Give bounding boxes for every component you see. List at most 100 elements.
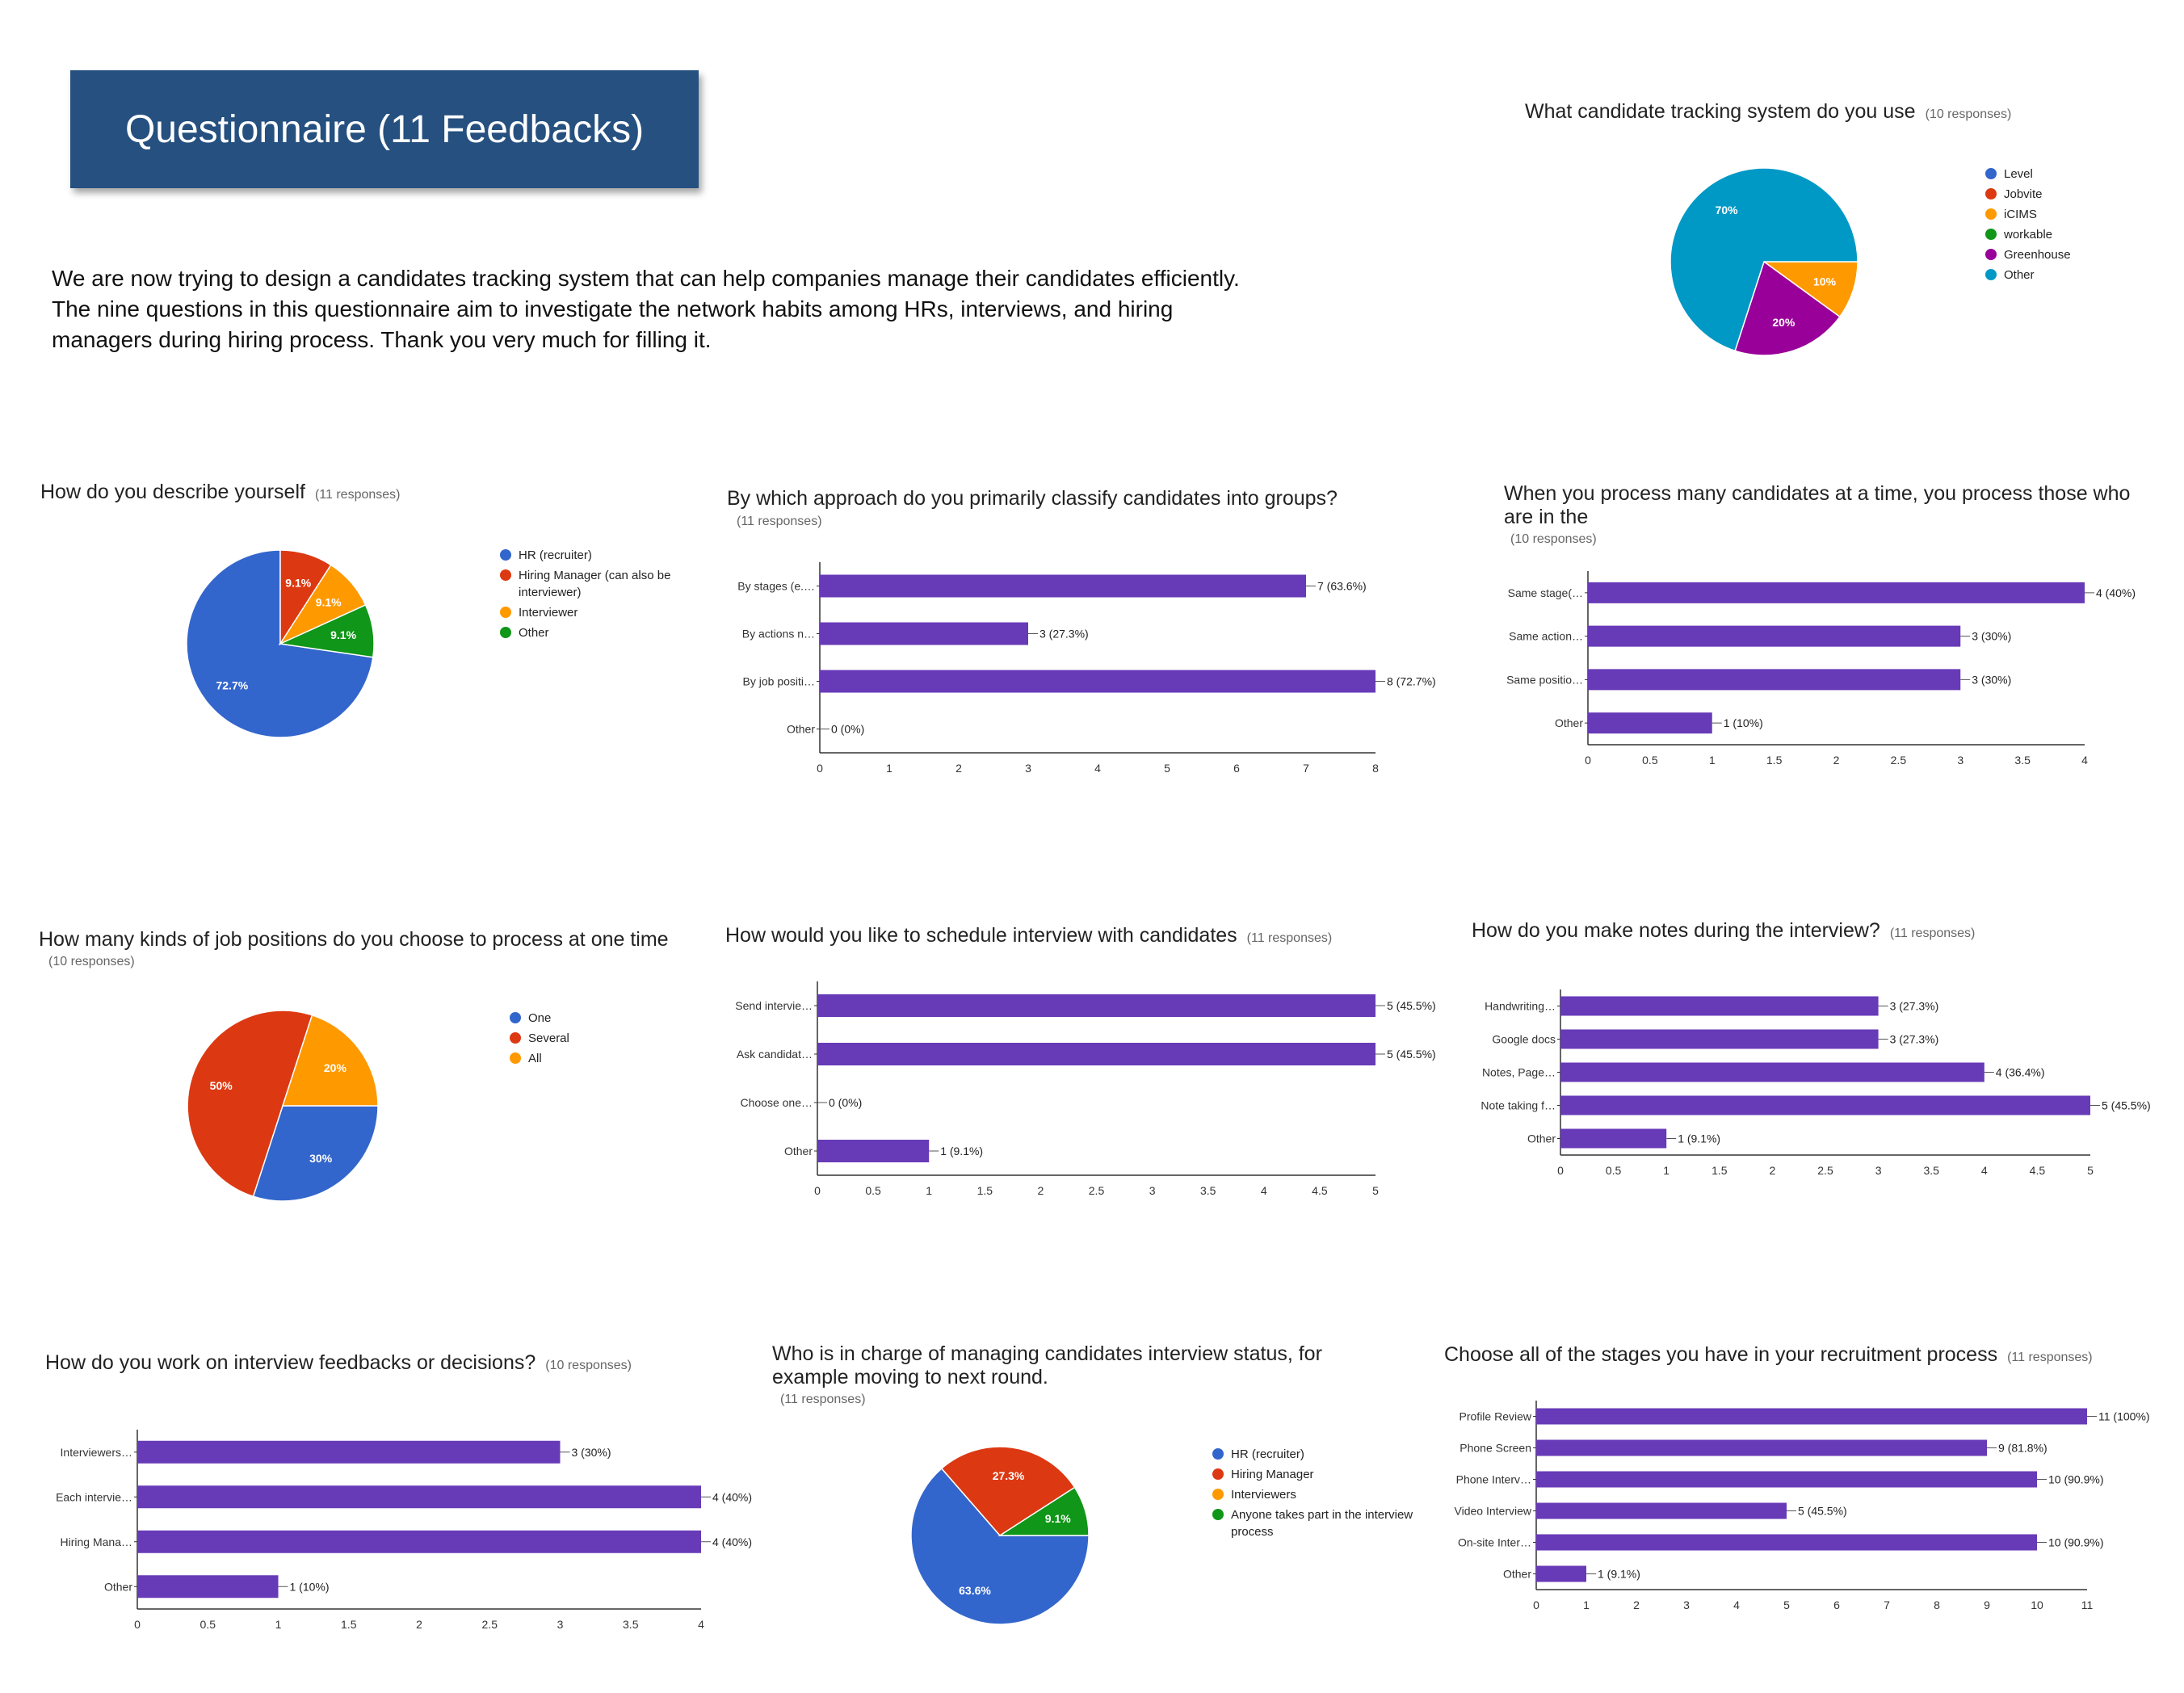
chart-responses: (11 responses) xyxy=(737,515,822,528)
data-label: 5 (45.5%) xyxy=(1387,999,1436,1012)
bar xyxy=(1536,1502,1787,1519)
x-tick-label: 1 xyxy=(1583,1598,1590,1611)
chart-title-line: Who is in charge of managing candidates … xyxy=(772,1342,1322,1365)
legend-label: interviewer) xyxy=(519,586,582,599)
bar xyxy=(820,670,1376,693)
category-label: Other xyxy=(1503,1568,1531,1581)
chart-responses: (11 responses) xyxy=(2007,1351,2093,1364)
data-label: 3 (27.3%) xyxy=(1040,628,1089,641)
x-tick-label: 2.5 xyxy=(1089,1184,1105,1197)
data-label: 3 (30%) xyxy=(1972,630,2011,643)
legend-marker xyxy=(510,1012,521,1023)
chart-title: What candidate tracking system do you us… xyxy=(1525,100,1916,123)
bar xyxy=(1588,669,1961,691)
chart-title: How do you work on interview feedbacks o… xyxy=(45,1351,536,1374)
data-label: 3 (30%) xyxy=(572,1446,611,1459)
bar-chart-feedbacks: How do you work on interview feedbacks o… xyxy=(45,1351,752,1631)
legend-marker xyxy=(1212,1489,1224,1500)
x-tick-label: 3 xyxy=(557,1618,564,1631)
legend-marker xyxy=(1212,1509,1224,1520)
x-tick-label: 0 xyxy=(134,1618,141,1631)
legend-marker xyxy=(510,1032,521,1044)
legend-label: HR (recruiter) xyxy=(519,548,592,562)
legend-label: Interviewers xyxy=(1231,1488,1296,1502)
pie-slice xyxy=(910,1467,1090,1625)
banner-title: Questionnaire (11 Feedbacks) xyxy=(124,107,645,151)
bar xyxy=(1536,1565,1586,1582)
legend-label: iCIMS xyxy=(2004,208,2037,221)
category-label: Phone Screen xyxy=(1460,1442,1531,1455)
chart-title-line: are in the xyxy=(1504,506,1588,528)
data-label: 1 (9.1%) xyxy=(940,1145,983,1157)
category-label: By actions n… xyxy=(742,628,815,641)
slice-label: 9.1% xyxy=(316,595,342,608)
legend-label: HR (recruiter) xyxy=(1231,1447,1304,1461)
slice-label: 9.1% xyxy=(1045,1512,1071,1525)
slice-label: 20% xyxy=(324,1061,347,1074)
legend-marker xyxy=(1212,1468,1224,1480)
data-label: 3 (30%) xyxy=(1972,673,2011,686)
pie-slice xyxy=(252,1105,379,1202)
legend-marker xyxy=(1985,168,1997,179)
legend-marker xyxy=(1985,229,1997,240)
chart-title: Choose all of the stages you have in you… xyxy=(1444,1343,1997,1366)
category-label: Note taking f… xyxy=(1480,1099,1556,1112)
x-tick-label: 3.5 xyxy=(1200,1184,1216,1197)
legend-label: workable xyxy=(2003,228,2052,242)
data-label: 1 (9.1%) xyxy=(1598,1568,1640,1581)
chart-responses: (10 responses) xyxy=(48,955,135,968)
x-tick-label: 9 xyxy=(1984,1598,1990,1611)
x-tick-label: 5 xyxy=(1372,1184,1379,1197)
chart-responses: (11 responses) xyxy=(315,488,401,502)
x-tick-label: 0.5 xyxy=(1642,754,1658,767)
data-label: 1 (10%) xyxy=(1724,716,1763,729)
x-tick-label: 8 xyxy=(1934,1598,1940,1611)
data-label: 3 (27.3%) xyxy=(1890,1000,1939,1013)
x-tick-label: 8 xyxy=(1372,762,1379,775)
x-tick-label: 1.5 xyxy=(1712,1164,1728,1177)
pie-chart-tracking: What candidate tracking system do you us… xyxy=(1525,100,2071,356)
x-tick-label: 6 xyxy=(1233,762,1240,775)
x-tick-label: 1 xyxy=(926,1184,932,1197)
x-tick-label: 1.5 xyxy=(341,1618,357,1631)
legend-label: Level xyxy=(2004,167,2033,181)
bar xyxy=(1560,1095,2090,1115)
x-tick-label: 0 xyxy=(814,1184,821,1197)
category-label: Ask candidat… xyxy=(737,1048,813,1061)
category-label: Same action… xyxy=(1509,630,1583,643)
x-tick-label: 2.5 xyxy=(1891,754,1907,767)
legend-label: One xyxy=(528,1011,551,1025)
x-tick-label: 0.5 xyxy=(200,1618,216,1631)
x-tick-label: 1 xyxy=(886,762,892,775)
legend-label: Hiring Manager (can also be xyxy=(519,569,670,582)
data-label: 4 (40%) xyxy=(712,1535,752,1548)
intro-line-3: managers during hiring process. Thank yo… xyxy=(52,327,712,352)
category-label: Other xyxy=(787,723,815,736)
bar xyxy=(1536,1439,1987,1456)
bar xyxy=(817,1043,1376,1065)
chart-responses: (11 responses) xyxy=(1247,931,1333,945)
intro-line-1: We are now trying to design a candidates… xyxy=(52,266,1240,291)
x-tick-label: 1.5 xyxy=(977,1184,993,1197)
category-label: Profile Review xyxy=(1460,1410,1532,1423)
category-label: Other xyxy=(1527,1132,1556,1145)
slice-label: 9.1% xyxy=(285,576,311,589)
pie-chart-kinds: How many kinds of job positions do you c… xyxy=(39,928,669,1202)
legend-marker xyxy=(1985,208,1997,220)
chart-title: How do you describe yourself xyxy=(40,481,305,503)
chart-title-line: example moving to next round. xyxy=(772,1366,1048,1388)
category-label: Google docs xyxy=(1492,1033,1556,1046)
x-tick-label: 5 xyxy=(1164,762,1170,775)
legend-marker xyxy=(1985,188,1997,200)
x-tick-label: 7 xyxy=(1884,1598,1890,1611)
category-label: Handwriting… xyxy=(1485,1000,1556,1013)
bar-chart-approach: By which approach do you primarily class… xyxy=(727,487,1436,775)
x-tick-label: 2 xyxy=(1633,1598,1640,1611)
category-label: Hiring Mana… xyxy=(61,1535,132,1548)
pie-slice xyxy=(278,603,375,658)
legend-label: Other xyxy=(519,626,549,640)
data-label: 0 (0%) xyxy=(829,1096,862,1109)
data-label: 3 (27.3%) xyxy=(1890,1033,1939,1046)
slice-label: 20% xyxy=(1772,316,1796,329)
